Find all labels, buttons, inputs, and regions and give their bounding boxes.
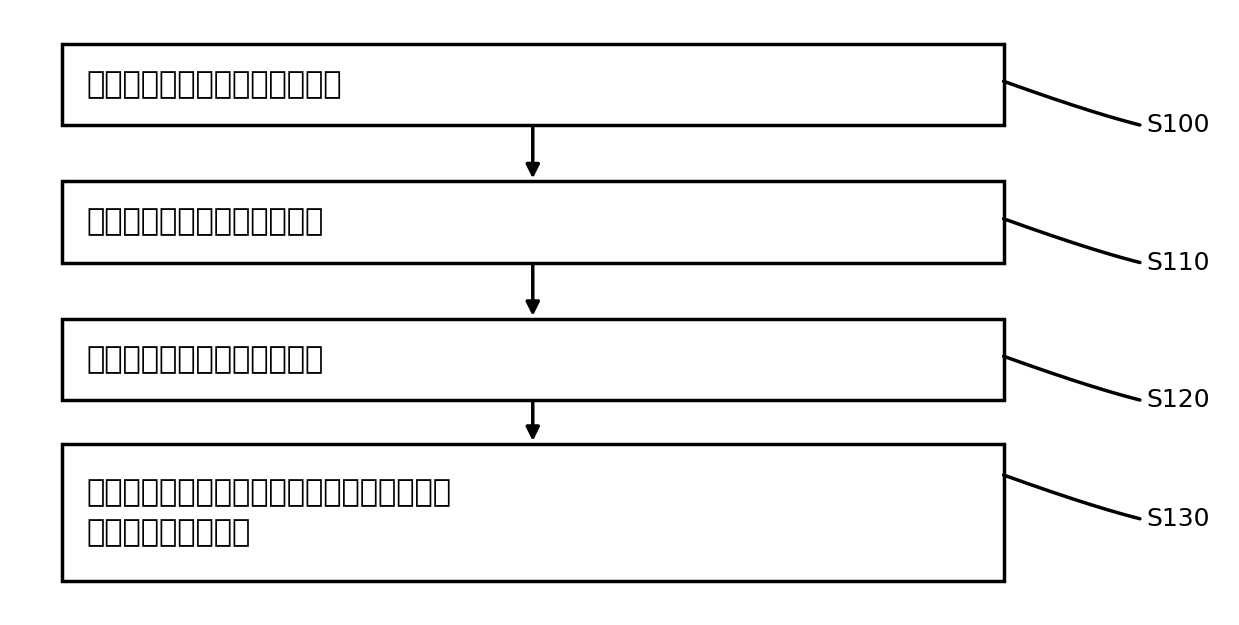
FancyBboxPatch shape — [62, 181, 1004, 262]
FancyBboxPatch shape — [62, 444, 1004, 581]
Text: S120: S120 — [1146, 388, 1209, 412]
Text: 检测动力电池实际充放电功率: 检测动力电池实际充放电功率 — [87, 345, 323, 374]
FancyBboxPatch shape — [62, 319, 1004, 400]
Text: S110: S110 — [1146, 251, 1209, 274]
Text: S130: S130 — [1146, 507, 1209, 531]
Text: 根据电机的充放电功率限值完成对动力电池充
放电功率超限的保护: 根据电机的充放电功率限值完成对动力电池充 放电功率超限的保护 — [87, 478, 452, 548]
Text: S100: S100 — [1146, 113, 1209, 137]
Text: 控制动力电池充放电功率限值: 控制动力电池充放电功率限值 — [87, 208, 323, 236]
FancyBboxPatch shape — [62, 44, 1004, 125]
Text: 估算动力电池的充放电功率限值: 估算动力电池的充放电功率限值 — [87, 70, 342, 99]
